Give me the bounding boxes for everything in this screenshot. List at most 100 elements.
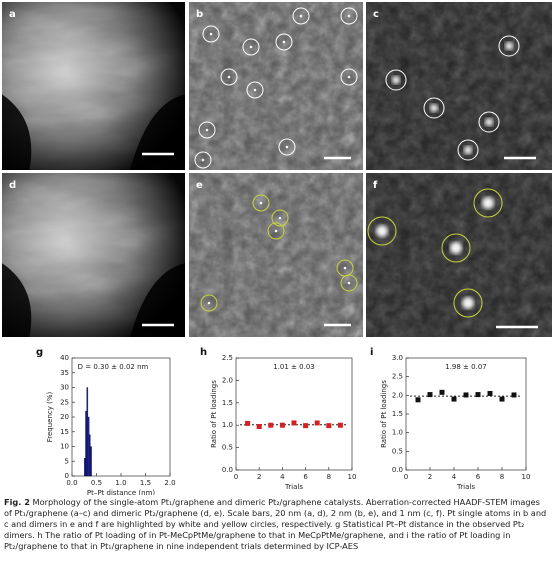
- highlight-circle: [292, 7, 310, 25]
- x-tick-label: 2.0: [164, 479, 175, 487]
- micrograph: a: [2, 2, 185, 170]
- highlight-circle: [340, 7, 358, 25]
- image-texture: [366, 2, 552, 170]
- highlight-circle: [267, 222, 285, 240]
- atom: [201, 158, 205, 162]
- y-tick-label: 0: [65, 472, 69, 480]
- bar: [87, 416, 90, 477]
- highlight-circle: [453, 288, 483, 318]
- atom: [430, 104, 438, 112]
- plot-frame: [405, 357, 527, 471]
- atom: [285, 145, 289, 149]
- x-tick-label: 1.5: [140, 479, 151, 487]
- point: [487, 390, 493, 396]
- y-axis-title: Frequency (%): [46, 391, 54, 442]
- bar: [90, 446, 92, 477]
- panel-label: c: [373, 9, 379, 20]
- micrograph-content: [2, 2, 185, 170]
- point: [499, 396, 505, 402]
- highlight-circle: [202, 25, 220, 43]
- bar: [86, 387, 89, 477]
- x-tick-label: 0: [404, 473, 408, 481]
- annotation: 1.98 ± 0.07: [445, 363, 487, 371]
- y-tick-label: 0.5: [392, 447, 403, 455]
- highlight-circle: [340, 274, 358, 292]
- highlight-circle: [275, 33, 293, 51]
- highlight-circle: [200, 294, 218, 312]
- panel-label: f: [373, 180, 378, 191]
- y-tick-label: 2.5: [222, 354, 233, 362]
- caption-label: Fig. 2: [4, 497, 30, 507]
- highlight-circle: [242, 38, 260, 56]
- micrograph-content: [189, 173, 363, 337]
- atom: [450, 242, 462, 254]
- atom: [282, 40, 286, 44]
- micrograph-content: [189, 2, 363, 170]
- y-axis-title: Ratio of Pt loadings: [380, 380, 388, 448]
- x-tick-label: 1.0: [115, 479, 126, 487]
- micrograph-content: [2, 173, 185, 337]
- atom: [249, 45, 253, 49]
- x-axis-title: Trials: [284, 483, 303, 491]
- point: [415, 397, 421, 403]
- figure: a b cd e f0.0 0.5 1.0 1.5 2.00510152025303540Pt–…: [2, 2, 552, 495]
- atom: [464, 146, 472, 154]
- y-tick-label: 2.0: [392, 391, 403, 399]
- x-tick-label: 0: [234, 473, 238, 481]
- atom: [227, 75, 231, 79]
- atom: [505, 42, 513, 50]
- x-axis-title: Trials: [456, 483, 475, 491]
- y-tick-label: 0.0: [392, 466, 403, 474]
- x-tick-label: 0.0: [66, 479, 77, 487]
- point: [245, 420, 251, 426]
- annotation: 1.01 ± 0.03: [273, 363, 315, 371]
- x-tick-label: 8: [500, 473, 504, 481]
- x-tick-label: 8: [327, 473, 331, 481]
- micrograph: e: [189, 173, 363, 337]
- y-tick-label: 1.5: [392, 410, 403, 418]
- point: [326, 423, 332, 429]
- y-tick-label: 1.0: [222, 421, 233, 429]
- x-tick-label: 10: [522, 473, 531, 481]
- panel-label: a: [9, 9, 16, 20]
- highlight-circle: [498, 35, 520, 57]
- atom: [278, 216, 282, 220]
- y-tick-label: 5: [65, 457, 69, 465]
- atom: [259, 201, 263, 205]
- y-tick-label: 30: [60, 384, 69, 392]
- highlight-circle: [246, 81, 264, 99]
- panel-label: e: [196, 180, 203, 191]
- atom: [253, 88, 257, 92]
- highlight-circle: [441, 233, 471, 263]
- atom: [482, 197, 494, 209]
- atom: [376, 225, 388, 237]
- micrograph: b: [189, 2, 363, 170]
- atom: [205, 128, 209, 132]
- y-axis-title: Ratio of Pt loadings: [210, 380, 218, 448]
- atom: [274, 229, 278, 233]
- y-tick-label: 15: [60, 428, 69, 436]
- highlight-circle: [367, 216, 397, 246]
- micrograph: f: [366, 173, 552, 337]
- atom: [347, 281, 351, 285]
- highlight-circle: [423, 97, 445, 119]
- point: [256, 424, 262, 430]
- atom: [347, 14, 351, 18]
- atom: [485, 118, 493, 126]
- y-tick-label: 1.0: [392, 429, 403, 437]
- y-tick-label: 0.0: [222, 466, 233, 474]
- y-tick-label: 20: [60, 413, 69, 421]
- x-tick-label: 0.5: [91, 479, 102, 487]
- x-tick-label: 6: [303, 473, 308, 481]
- image-texture: [366, 173, 552, 337]
- image-texture: [189, 173, 363, 337]
- bar: [89, 434, 91, 477]
- x-tick-label: 4: [280, 473, 285, 481]
- bar: [84, 458, 86, 477]
- point: [463, 392, 469, 398]
- highlight-circle: [457, 139, 479, 161]
- y-tick-label: 3.0: [392, 354, 403, 362]
- highlight-circle: [198, 121, 216, 139]
- x-tick-label: 2: [428, 473, 432, 481]
